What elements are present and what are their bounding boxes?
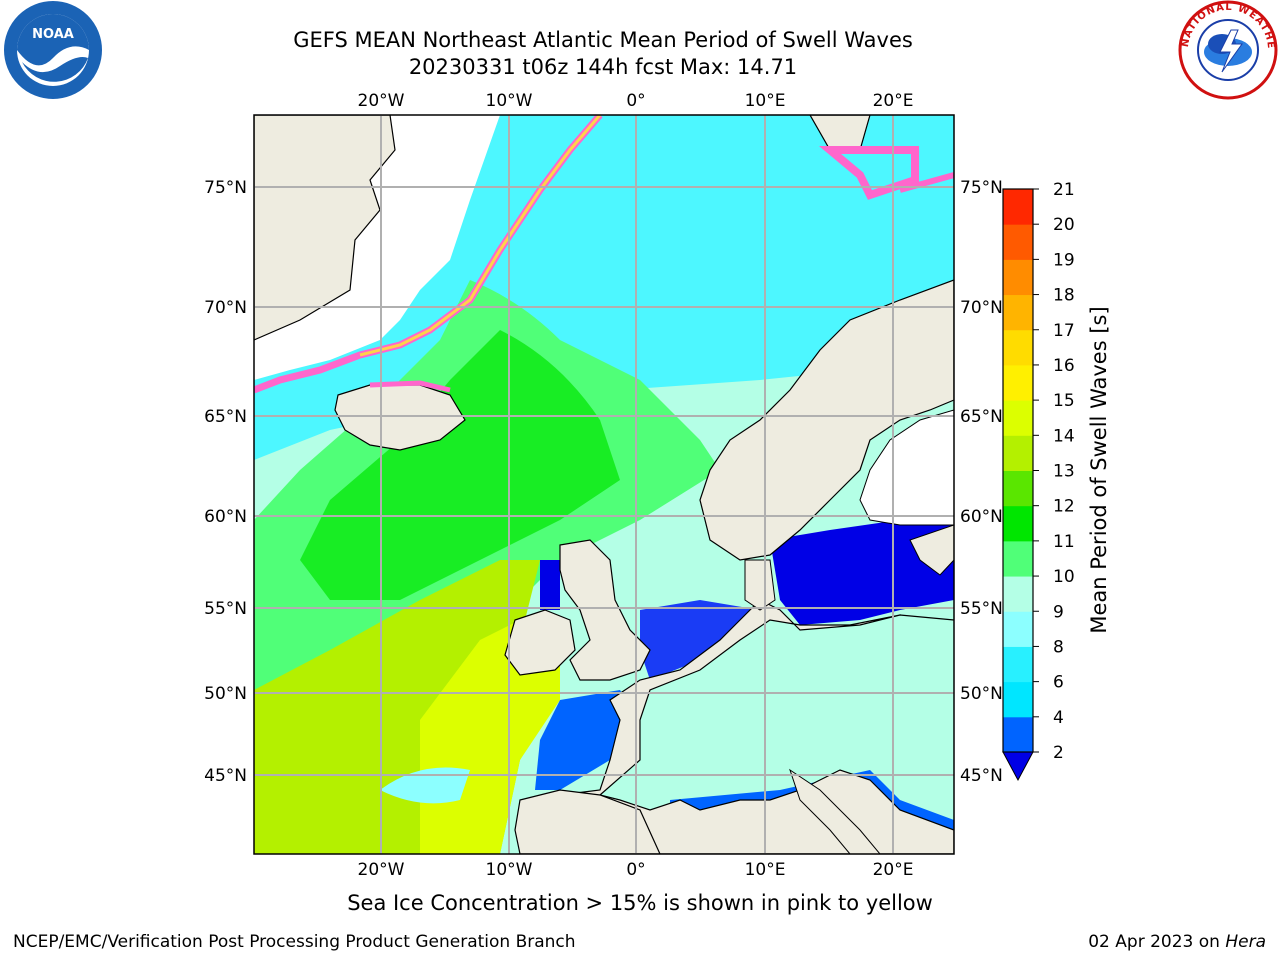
- nws-logo: NATIONAL WEATHER SERVICE: [1176, 0, 1278, 100]
- top-lon-label: 0°: [626, 91, 645, 111]
- colorbar-segment: [1003, 259, 1033, 296]
- left-lat-label: 55°N: [204, 599, 247, 619]
- right-lat-label: 70°N: [960, 298, 1003, 318]
- colorbar-tick-label: 4: [1053, 708, 1064, 728]
- top-lon-label: 20°E: [873, 91, 914, 111]
- colorbar-segment: [1003, 189, 1033, 225]
- colorbar-tick-label: 19: [1053, 250, 1075, 270]
- sea-ice-edge-west-inner: [359, 115, 602, 357]
- colorbar: [1003, 189, 1033, 753]
- left-lat-label: 50°N: [204, 684, 247, 704]
- noaa-logo-text: NOAA: [32, 27, 74, 42]
- colorbar-tick-label: 11: [1053, 532, 1075, 552]
- colorbar-tick-label: 15: [1053, 391, 1075, 411]
- scandinavia-land: [699, 279, 954, 561]
- colorbar-tick-label: 13: [1053, 462, 1075, 482]
- colorbar-segment: [1003, 224, 1033, 260]
- bottom-lon-label: 20°E: [873, 860, 914, 880]
- right-lat-label: 50°N: [960, 684, 1003, 704]
- italy-land: [789, 768, 881, 854]
- right-lat-label: 60°N: [960, 507, 1003, 527]
- colorbar-tick-label: 20: [1053, 215, 1075, 235]
- colorbar-ticks: 2 4 6 8 9 10 11 12 13 14 15 16 17 18 19 20 21: [1033, 180, 1075, 763]
- colorbar-label: Mean Period of Swell Waves [s]: [1087, 306, 1111, 633]
- colorbar-tick-label: 12: [1053, 497, 1075, 517]
- iceland-ice: [369, 380, 451, 393]
- sea-ice-note: Sea Ice Concentration > 15% is shown in …: [347, 891, 933, 915]
- right-lat-label: 75°N: [960, 178, 1003, 198]
- map-frame: [253, 114, 955, 855]
- left-lat-label: 70°N: [204, 298, 247, 318]
- gulf-of-bothnia: [859, 409, 954, 526]
- right-lat-label: 45°N: [960, 766, 1003, 786]
- colorbar-segment: [1003, 716, 1033, 753]
- colorbar-segment: [1003, 540, 1033, 577]
- continental-europe: [529, 599, 954, 854]
- colorbar-tick-label: 14: [1053, 426, 1075, 446]
- colorbar-segment: [1003, 329, 1033, 366]
- colorbar-tick-label: 16: [1053, 356, 1075, 376]
- noaa-logo: NOAA: [2, 0, 104, 101]
- colorbar-segment: [1003, 435, 1033, 471]
- ireland-land: [504, 609, 576, 676]
- bottom-lon-label: 20°W: [358, 860, 405, 880]
- colorbar-tick-label: 17: [1053, 321, 1075, 341]
- colorbar-tick-label: 21: [1053, 180, 1075, 200]
- baltic-low-period: [770, 520, 954, 625]
- colorbar-tick-label: 2: [1053, 743, 1064, 763]
- top-lon-label: 20°W: [358, 91, 405, 111]
- iberia-land: [514, 789, 661, 854]
- colorbar-tick-label: 9: [1053, 602, 1064, 622]
- top-lon-label: 10°E: [745, 91, 786, 111]
- colorbar-tick-label: 8: [1053, 637, 1064, 657]
- map-field: [254, 115, 954, 854]
- north-sea-low-period: [640, 600, 760, 680]
- colorbar-segment: [1003, 576, 1033, 612]
- colorbar-segment: [1003, 646, 1033, 683]
- graticule: [254, 115, 954, 854]
- swell-patch-cyan: [380, 767, 470, 804]
- colorbar-tick-label: 18: [1053, 286, 1075, 306]
- bottom-lon-label: 10°E: [745, 860, 786, 880]
- colorbar-segment: [1003, 611, 1033, 647]
- footer-date: 02 Apr 2023 on Hera: [1088, 932, 1266, 952]
- colorbar-segment: [1003, 470, 1033, 507]
- colorbar-tick-label: 6: [1053, 673, 1064, 693]
- right-lat-label: 55°N: [960, 599, 1003, 619]
- bottom-lon-label: 0°: [626, 860, 645, 880]
- left-lat-label: 60°N: [204, 507, 247, 527]
- footer-date-text: 02 Apr 2023 on: [1088, 932, 1220, 952]
- colorbar-segment: [1003, 294, 1033, 331]
- left-lat-label: 75°N: [204, 178, 247, 198]
- left-lat-label: 65°N: [204, 407, 247, 427]
- great-britain-land: [559, 539, 651, 681]
- finland-land: [909, 524, 954, 576]
- denmark-land: [744, 559, 776, 611]
- colorbar-under-arrow: [1002, 751, 1034, 782]
- bottom-lon-label: 10°W: [486, 860, 533, 880]
- colorbar-tick-label: 10: [1053, 567, 1075, 587]
- chart-title: GEFS MEAN Northeast Atlantic Mean Period…: [293, 28, 913, 52]
- top-lon-label: 10°W: [486, 91, 533, 111]
- footer-credit: NCEP/EMC/Verification Post Processing Pr…: [13, 932, 576, 952]
- colorbar-segment: [1003, 505, 1033, 542]
- right-lat-label: 65°N: [960, 407, 1003, 427]
- footer-host: Hera: [1225, 932, 1266, 952]
- left-lat-label: 45°N: [204, 766, 247, 786]
- colorbar-segment: [1003, 364, 1033, 401]
- chart-subtitle: 20230331 t06z 144h fcst Max: 14.71: [408, 55, 798, 79]
- north-channel-low-period: [540, 560, 560, 610]
- colorbar-segment: [1003, 400, 1033, 436]
- biscay-low-period: [535, 690, 640, 790]
- colorbar-segment: [1003, 681, 1033, 718]
- greenland-land: [254, 115, 396, 341]
